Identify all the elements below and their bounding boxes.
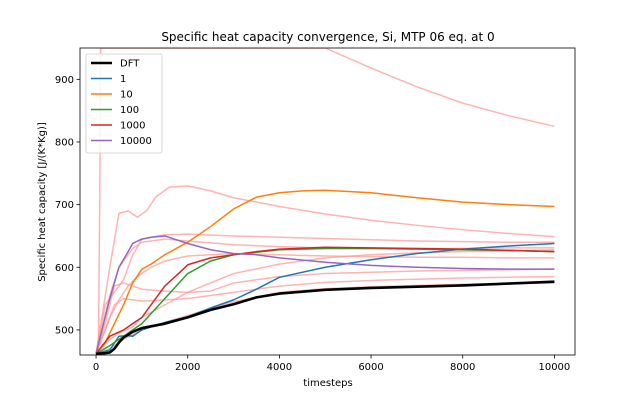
x-tick-label-4000: 4000 [267,362,292,373]
series-line-1000 [95,246,555,355]
background-series-group [95,48,555,355]
legend-label-100: 100 [120,105,139,116]
chart-title: Specific heat capacity convergence, Si, … [161,30,494,44]
x-tick-label-10000: 10000 [538,362,570,373]
background-series-line-3 [95,233,555,354]
y-tick-label-700: 700 [55,200,74,211]
legend-label-1: 1 [120,74,126,85]
background-series-line-9 [95,282,555,355]
series-line-10000 [95,235,555,354]
series-line-100 [95,247,555,355]
background-series-line-6 [95,268,555,354]
background-series-line-5 [95,252,555,355]
y-axis-label: Specific heat capacity [J/(K*Kg)] [37,122,48,282]
y-tick-label-500: 500 [55,325,74,336]
y-tick-label-900: 900 [55,75,74,86]
legend-label-1000: 1000 [120,121,145,132]
series-line-10 [95,189,555,355]
legend-label-DFT: DFT [120,59,140,70]
background-series-line-7 [95,248,555,355]
x-tick-label-2000: 2000 [175,362,200,373]
y-tick-label-600: 600 [55,263,74,274]
y-tick-label-800: 800 [55,137,74,148]
legend-label-10000: 10000 [120,136,152,147]
x-axis-label: timesteps [303,378,352,389]
series-line-DFT [95,280,555,355]
x-tick-label-8000: 8000 [450,362,475,373]
x-axis: 0 2000 4000 6000 8000 10000 [93,355,570,373]
background-series-line-2 [95,185,555,354]
y-axis: 500 600 700 800 900 [55,75,80,336]
background-series-line-8 [95,275,555,355]
legend: DFT 1 10 100 1000 10000 [85,53,163,154]
plot-frame [79,47,576,356]
legend-label-10: 10 [120,90,133,101]
x-tick-label-6000: 6000 [358,362,383,373]
series-group [95,189,555,355]
x-tick-label-0: 0 [93,362,99,373]
background-series-line-1 [97,48,555,354]
